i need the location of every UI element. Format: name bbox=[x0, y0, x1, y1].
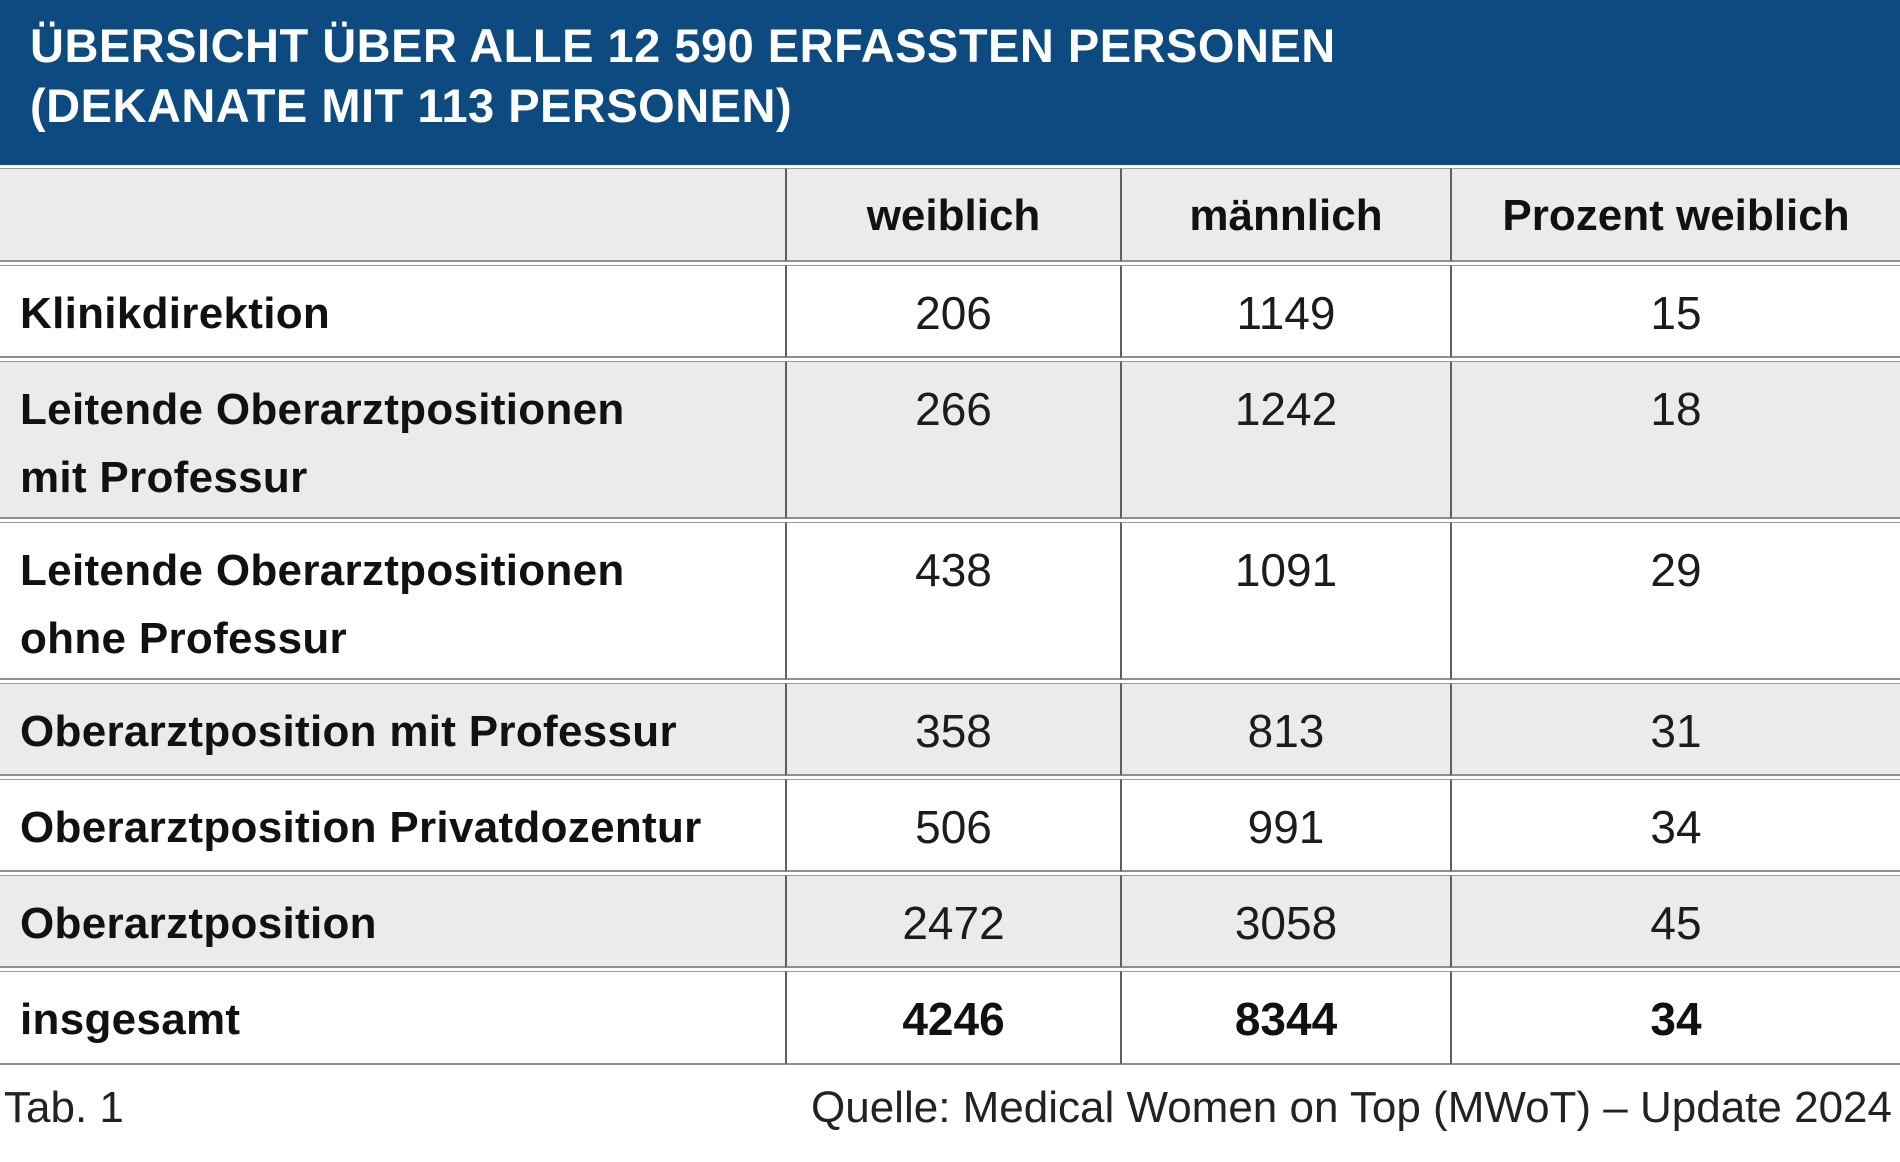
header-cell-maennlich: männlich bbox=[1120, 168, 1450, 262]
figure-title-band: ÜBERSICHT ÜBER ALLE 12 590 ERFASSTEN PER… bbox=[0, 0, 1900, 165]
row-label-leitende-mit-professur: Leitende Oberarztpositionen mit Professu… bbox=[0, 361, 785, 519]
header-cell-prozent-weiblich: Prozent weiblich bbox=[1450, 168, 1900, 262]
cell-maennlich-total: 8344 bbox=[1120, 971, 1450, 1065]
table-row: Leitende Oberarztpositionen ohne Profess… bbox=[0, 522, 1900, 680]
table-row: Oberarztposition Privatdozentur 506 991 … bbox=[0, 779, 1900, 872]
cell-weiblich: 358 bbox=[785, 683, 1120, 776]
cell-weiblich: 506 bbox=[785, 779, 1120, 872]
row-label-klinikdirektion: Klinikdirektion bbox=[0, 265, 785, 358]
cell-weiblich-total: 4246 bbox=[785, 971, 1120, 1065]
row-label-oberarzt-privatdozentur: Oberarztposition Privatdozentur bbox=[0, 779, 785, 872]
cell-maennlich: 1091 bbox=[1120, 522, 1450, 680]
cell-maennlich: 3058 bbox=[1120, 875, 1450, 968]
cell-prozent: 34 bbox=[1450, 779, 1900, 872]
cell-prozent: 15 bbox=[1450, 265, 1900, 358]
table-caption-label: Tab. 1 bbox=[4, 1083, 124, 1132]
cell-weiblich: 266 bbox=[785, 361, 1120, 519]
cell-weiblich: 2472 bbox=[785, 875, 1120, 968]
cell-weiblich: 206 bbox=[785, 265, 1120, 358]
row-label-oberarztposition: Oberarztposition bbox=[0, 875, 785, 968]
cell-weiblich: 438 bbox=[785, 522, 1120, 680]
table-row: Oberarztposition 2472 3058 45 bbox=[0, 875, 1900, 968]
cell-prozent: 45 bbox=[1450, 875, 1900, 968]
figure-title-line1: ÜBERSICHT ÜBER ALLE 12 590 ERFASSTEN PER… bbox=[30, 19, 1336, 72]
cell-maennlich: 1242 bbox=[1120, 361, 1450, 519]
cell-prozent-total: 34 bbox=[1450, 971, 1900, 1065]
cell-prozent: 18 bbox=[1450, 361, 1900, 519]
header-cell-empty bbox=[0, 168, 785, 262]
figure-footer: Tab. 1 Quelle: Medical Women on Top (MWo… bbox=[0, 1062, 1900, 1162]
row-label-leitende-ohne-professur: Leitende Oberarztpositionen ohne Profess… bbox=[0, 522, 785, 680]
table-row: Klinikdirektion 206 1149 15 bbox=[0, 265, 1900, 358]
cell-maennlich: 813 bbox=[1120, 683, 1450, 776]
table-row-total: insgesamt 4246 8344 34 bbox=[0, 971, 1900, 1065]
table-row: Leitende Oberarztpositionen mit Professu… bbox=[0, 361, 1900, 519]
row-label-oberarzt-mit-professur: Oberarztposition mit Professur bbox=[0, 683, 785, 776]
cell-maennlich: 991 bbox=[1120, 779, 1450, 872]
header-cell-weiblich: weiblich bbox=[785, 168, 1120, 262]
statistics-table: weiblich männlich Prozent weiblich Klini… bbox=[0, 165, 1900, 1068]
cell-maennlich: 1149 bbox=[1120, 265, 1450, 358]
figure-title-line2: (DEKANATE MIT 113 PERSONEN) bbox=[30, 79, 793, 132]
header-row: weiblich männlich Prozent weiblich bbox=[0, 168, 1900, 262]
row-label-insgesamt: insgesamt bbox=[0, 971, 785, 1065]
source-credit-label: Quelle: Medical Women on Top (MWoT) – Up… bbox=[811, 1083, 1892, 1132]
cell-prozent: 31 bbox=[1450, 683, 1900, 776]
table-row: Oberarztposition mit Professur 358 813 3… bbox=[0, 683, 1900, 776]
cell-prozent: 29 bbox=[1450, 522, 1900, 680]
